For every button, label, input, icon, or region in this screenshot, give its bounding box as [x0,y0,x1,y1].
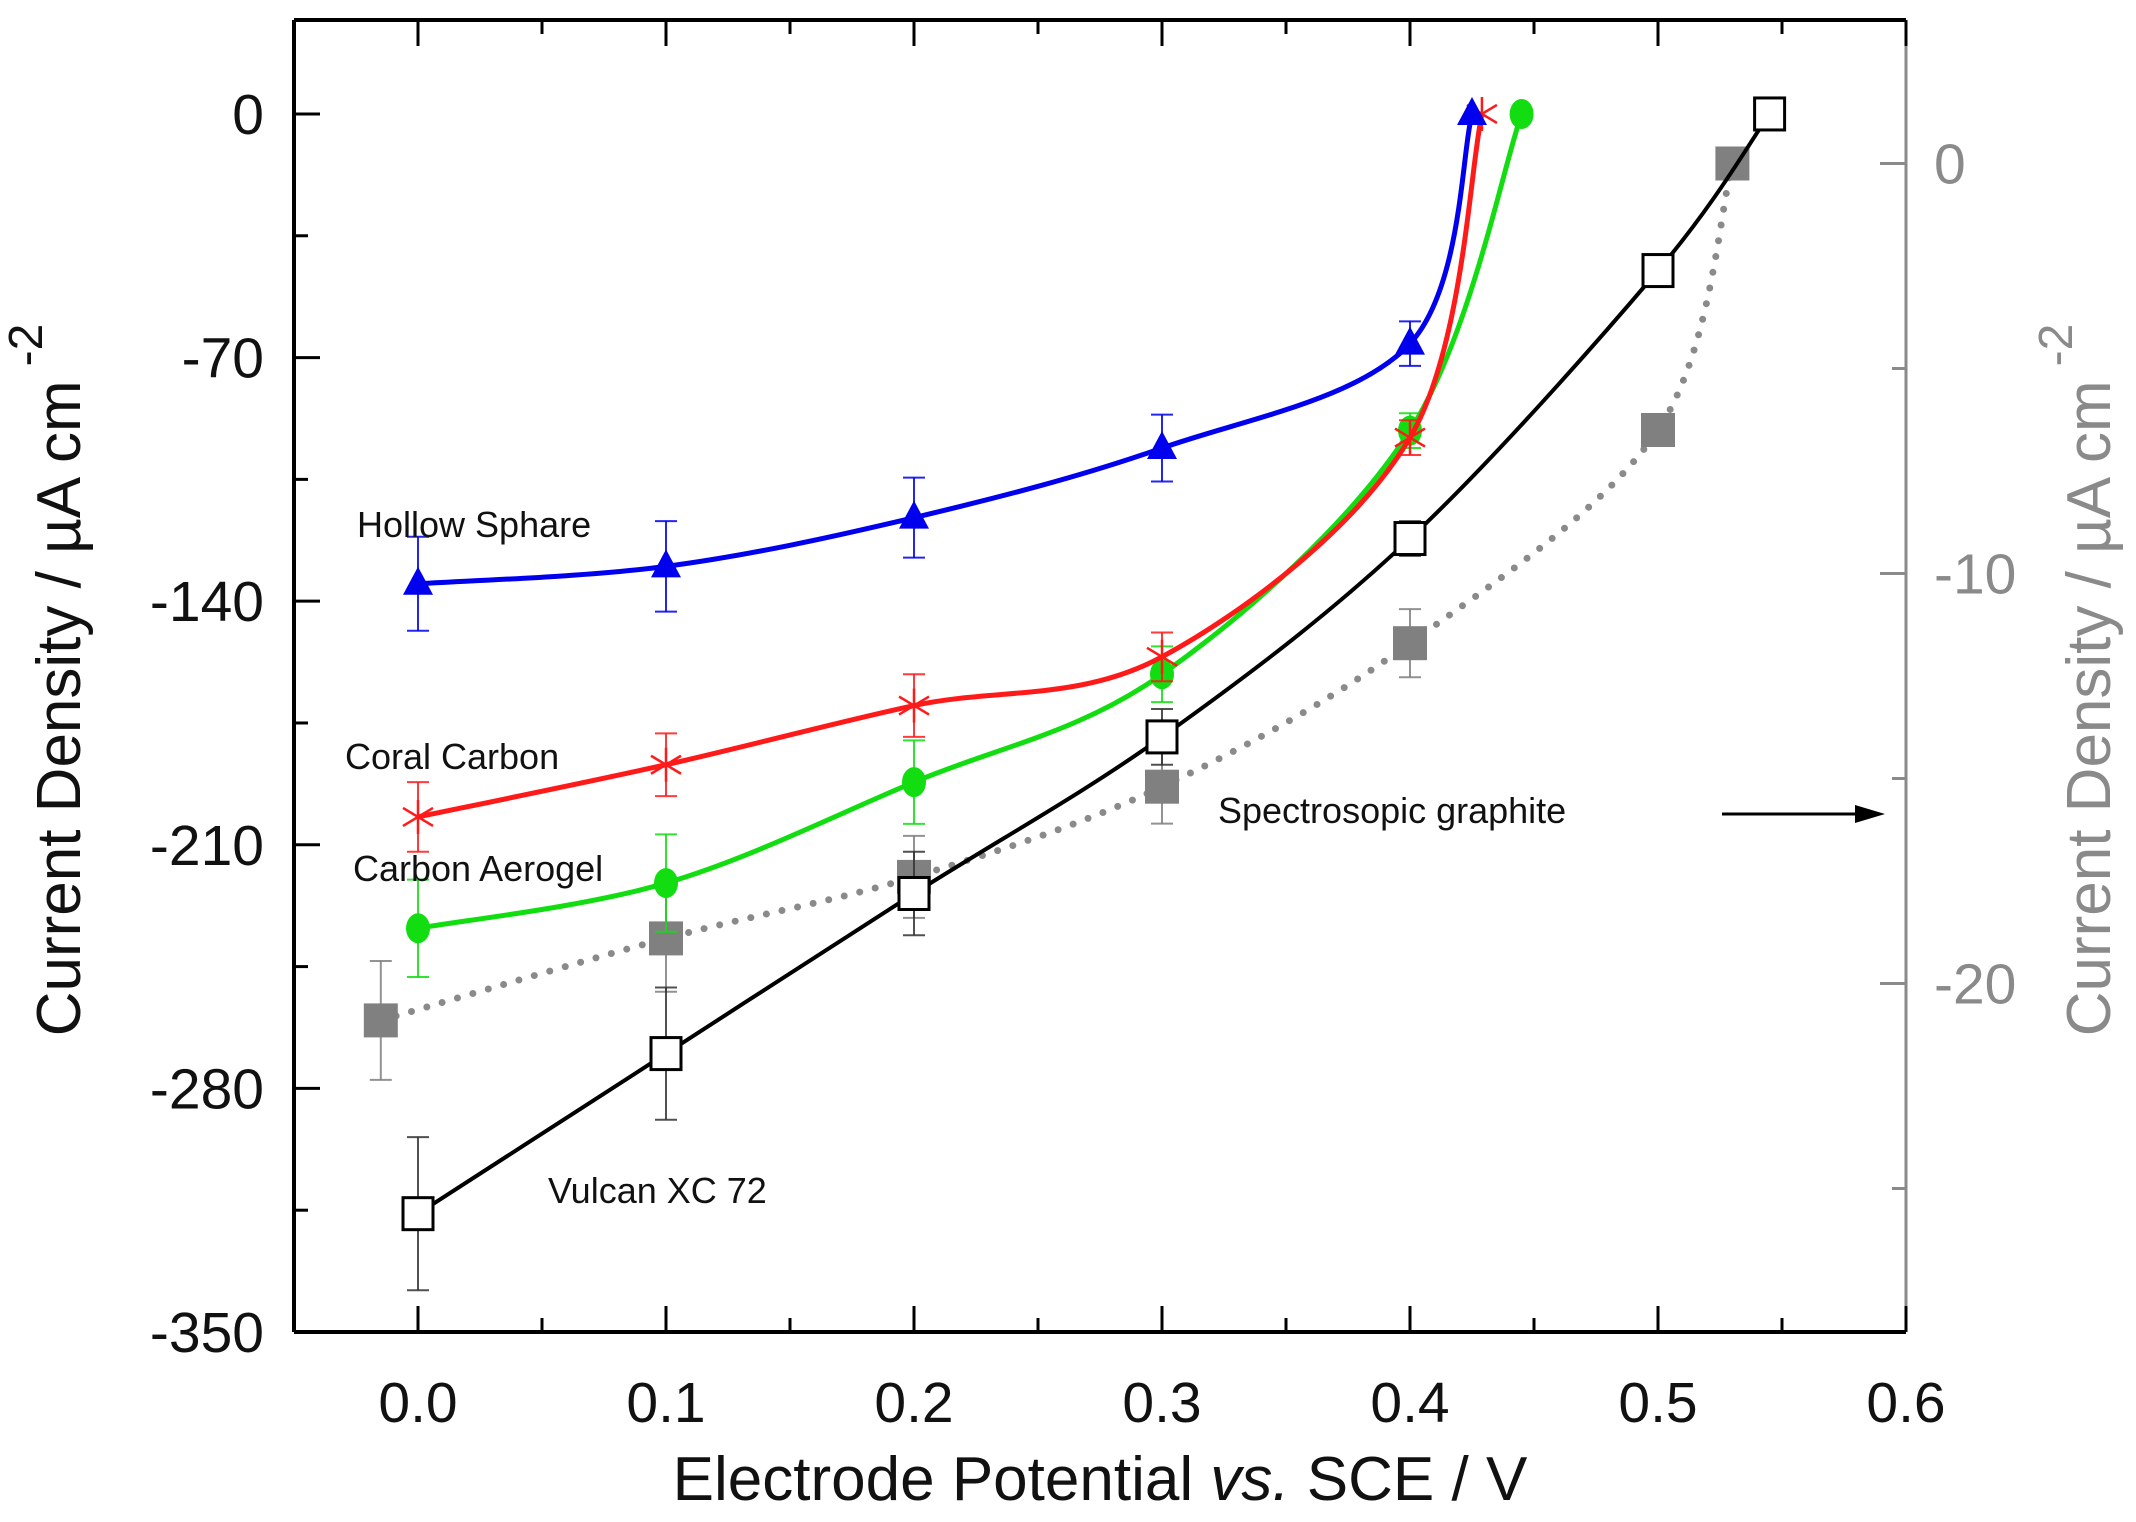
series-spectrosopic-graphite [363,146,1750,1081]
y2-axis-title: Current Density / µA cm -2 [2030,324,2124,1037]
data-point [1394,420,1426,455]
x-axis-title-italic: vs. [1210,1445,1289,1514]
y2-tick-label: -10 [1934,543,2016,607]
data-point [1393,626,1427,661]
data-point [402,799,434,834]
data-point [1457,96,1487,125]
data-point [649,1036,683,1072]
asterisk-stroke [1146,646,1178,667]
x-tick-label: 0.0 [378,1371,457,1435]
y-tick-label: -280 [150,1057,264,1121]
plot-marks [363,96,1787,1292]
label-coral-carbon: Coral Carbon [345,736,559,777]
asterisk-stroke [1394,427,1426,448]
data-point [406,913,430,944]
asterisk-stroke [650,754,682,775]
label-spectrosopic-graphite: Spectrosopic graphite [1218,790,1566,831]
data-point [1753,96,1787,132]
x-tick-label: 0.1 [626,1371,705,1435]
axis-ticks: 0.0 0.1 0.2 0.3 0.4 0.5 0.6 0 -70 -140 -210 -280 -35… [150,20,2016,1435]
data-point [1145,769,1179,804]
series-line [377,160,1736,1024]
y-axis-title-main: Current Density / µA cm [25,380,94,1036]
y-axis-title: Current Density / µA cm -2 [0,324,94,1037]
data-point [401,1196,435,1232]
data-point [654,868,678,899]
x-tick-label: 0.5 [1618,1371,1697,1435]
data-point [650,747,682,782]
series-line [416,112,1772,1216]
right-axis-arrow-icon [1722,805,1885,823]
data-point [1146,639,1178,674]
data-point [363,1003,398,1038]
series-hollow-sphare [403,96,1487,632]
label-vulcan-xc72: Vulcan XC 72 [548,1170,767,1211]
data-point [403,566,433,595]
plot-frame [294,20,1906,1332]
x-axis-title-pre: Electrode Potential [673,1445,1211,1514]
data-point [651,549,681,578]
x-tick-label: 0.3 [1122,1371,1201,1435]
y2-tick-label: -20 [1934,953,2016,1017]
x-tick-label: 0.6 [1866,1371,1945,1435]
label-hollow-sphare: Hollow Sphare [357,504,591,545]
x-tick-label: 0.2 [874,1371,953,1435]
y2-tick-label: 0 [1934,133,1966,197]
asterisk-stroke [402,806,434,828]
y2-axis-title-main: Current Density / µA cm [2055,380,2124,1036]
y-axis-title-sup: -2 [0,324,53,367]
data-point [899,500,929,529]
data-point [1145,719,1179,755]
x-tick-label: 0.4 [1370,1371,1449,1435]
asterisk-stroke [898,695,930,716]
x-axis-title: Electrode Potential vs. SCE / V [673,1445,1528,1514]
y2-axis-title-sup: -2 [2030,324,2083,367]
label-carbon-aerogel: Carbon Aerogel [353,848,603,889]
y-tick-label: -210 [150,814,264,878]
series-vulcan-xc-72 [401,96,1787,1292]
data-point [1147,431,1177,460]
y-tick-label: 0 [232,83,264,147]
data-point [898,688,930,723]
data-point [902,767,926,798]
y-tick-label: -70 [182,327,264,391]
data-point [897,876,931,912]
x-axis-title-post: SCE / V [1290,1445,1528,1514]
series-line [417,113,1485,820]
data-point [1393,521,1427,557]
series-coral-carbon [402,96,1498,853]
data-point [1641,253,1675,289]
series-line [417,113,1475,587]
y-tick-label: -140 [150,570,264,634]
data-point [1641,413,1675,447]
y-tick-label: -350 [150,1301,264,1365]
data-point [1395,326,1425,355]
data-point [1509,98,1534,129]
